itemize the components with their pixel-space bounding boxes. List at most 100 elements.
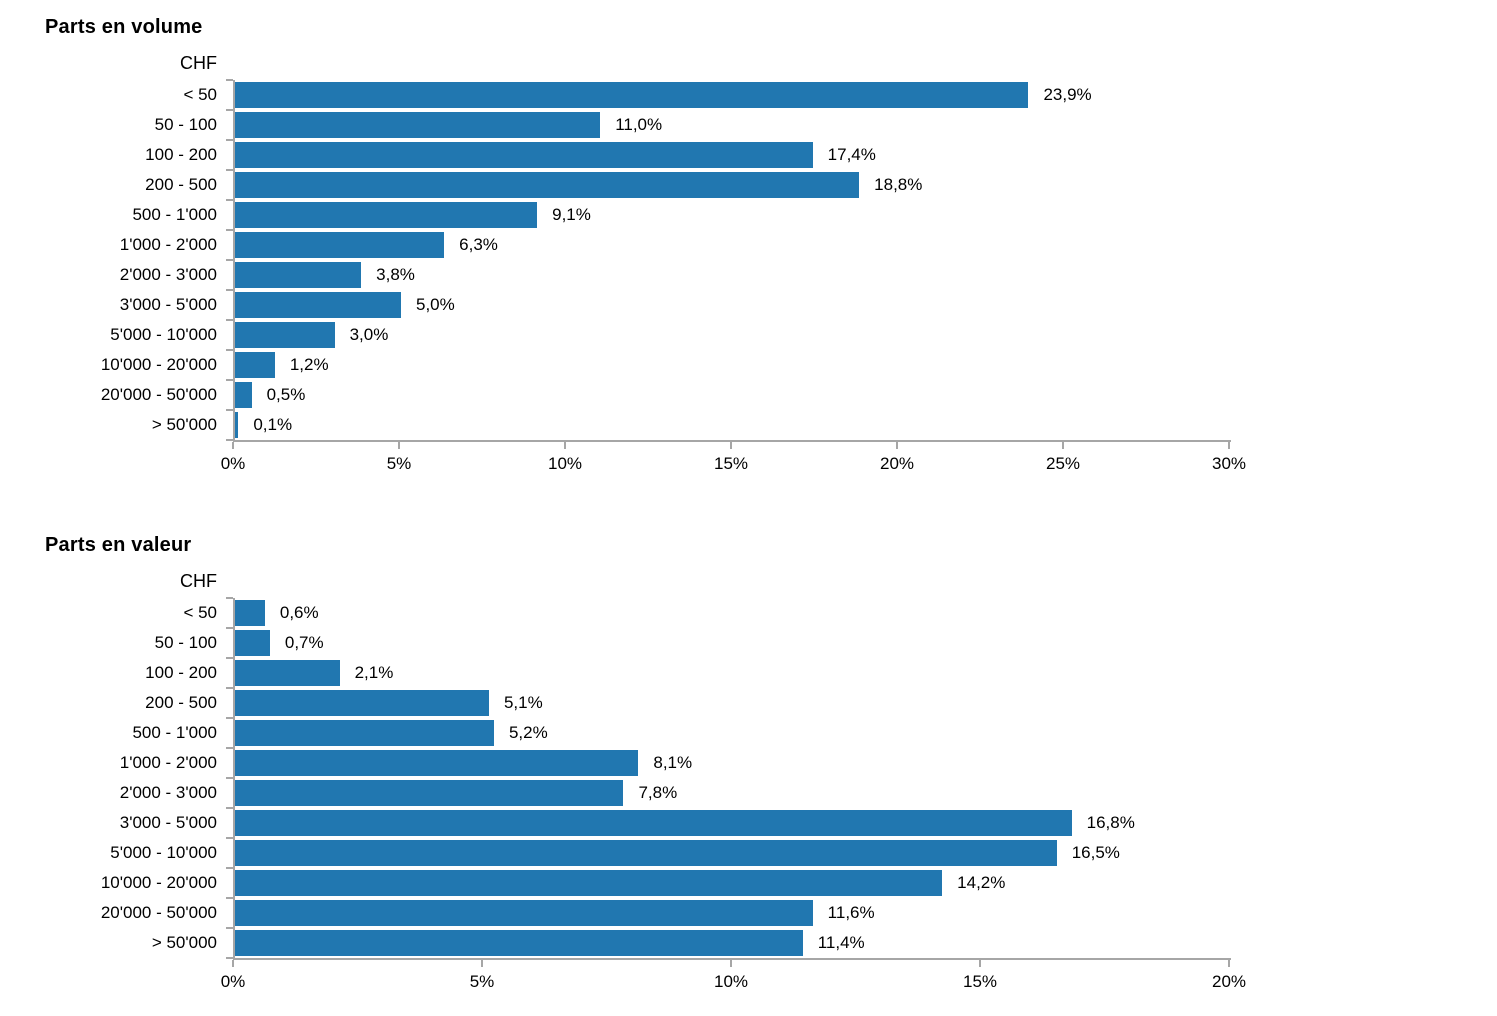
bar-row: 3,8% bbox=[235, 260, 1231, 290]
category-label: 500 - 1'000 bbox=[132, 723, 217, 742]
bar-value-label: 5,0% bbox=[416, 295, 455, 314]
bar-value-label: 11,6% bbox=[827, 903, 875, 922]
bar-row: 0,5% bbox=[235, 380, 1231, 410]
bar-row: 0,6% bbox=[235, 598, 1231, 628]
chart-parts-en-valeur: Parts en valeur CHF < 50 50 - 100 100 - 200 2… bbox=[45, 532, 1497, 1002]
bar bbox=[235, 720, 494, 746]
plot-area: 0,6% 0,7% 2,1% 5,1% 5,2% 8,1% 7,8% 16,8% 16,5% 14… bbox=[221, 570, 1246, 1002]
bar-row: 16,8% bbox=[235, 808, 1231, 838]
category-label: 200 - 500 bbox=[145, 693, 217, 712]
bar-value-label: 16,5% bbox=[1071, 843, 1120, 862]
category-label: 2'000 - 3'000 bbox=[119, 265, 217, 284]
bar bbox=[235, 232, 445, 258]
bar bbox=[235, 840, 1057, 866]
bar-row: 23,9% bbox=[235, 80, 1231, 110]
y-axis-tick bbox=[226, 837, 233, 839]
bar bbox=[235, 382, 252, 408]
bar bbox=[235, 142, 813, 168]
bar bbox=[235, 870, 943, 896]
x-axis-label: 15% bbox=[713, 454, 749, 473]
x-axis-tick bbox=[1062, 442, 1064, 449]
y-axis-tick bbox=[226, 229, 233, 231]
bar-value-label: 18,8% bbox=[874, 175, 923, 194]
bar bbox=[235, 630, 270, 656]
category-label: 5'000 - 10'000 bbox=[110, 325, 217, 344]
x-axis-tick bbox=[563, 442, 566, 449]
x-axis-label: 10% bbox=[713, 972, 749, 991]
bar-row: 5,0% bbox=[235, 290, 1231, 320]
chart-parts-en-volume: Parts en volume CHF < 50 50 - 100 100 - 200 2… bbox=[45, 14, 1497, 484]
category-label: > 50'000 bbox=[151, 415, 217, 434]
bar bbox=[235, 690, 489, 716]
bar-value-label: 9,1% bbox=[552, 205, 591, 224]
bar bbox=[235, 262, 362, 288]
x-axis-tick bbox=[232, 442, 234, 449]
bar bbox=[235, 750, 639, 776]
y-axis-tick bbox=[226, 957, 233, 959]
y-axis-tick bbox=[226, 807, 233, 809]
bar-value-label: 14,2% bbox=[957, 873, 1006, 892]
category-label: 3'000 - 5'000 bbox=[119, 813, 217, 832]
y-axis-tick bbox=[226, 199, 233, 201]
bar-value-label: 1,2% bbox=[289, 355, 329, 374]
chart-title: Parts en volume bbox=[45, 16, 203, 38]
chart-body: CHF < 50 50 - 100 100 - 200 200 - 500 500 - 1… bbox=[45, 52, 1497, 484]
category-label: 200 - 500 bbox=[145, 175, 217, 194]
bar-value-label: 3,8% bbox=[376, 265, 415, 284]
bar-value-label: 2,1% bbox=[354, 663, 394, 682]
bar-row: 1,2% bbox=[235, 350, 1231, 380]
bar bbox=[235, 322, 335, 348]
category-axis: CHF < 50 50 - 100 100 - 200 200 - 500 500 - 1… bbox=[45, 52, 233, 484]
bar-value-label: 0,6% bbox=[279, 603, 319, 622]
bar-row: 2,1% bbox=[235, 658, 1231, 688]
x-axis-label: 10% bbox=[547, 454, 583, 473]
plot-grid: 23,9% 11,0% 17,4% 18,8% 9,1% 6,3% 3,8% 5,0% 3,0%… bbox=[226, 79, 1231, 442]
bar-row: 9,1% bbox=[235, 200, 1231, 230]
x-axis-tick bbox=[1228, 960, 1230, 967]
x-axis-tick bbox=[1228, 442, 1230, 449]
x-axis-tick bbox=[481, 960, 483, 967]
y-axis-tick bbox=[226, 349, 233, 351]
chart-title: Parts en valeur bbox=[45, 534, 192, 556]
y-axis-tick bbox=[226, 657, 233, 659]
bar bbox=[235, 810, 1072, 836]
bar-value-label: 5,2% bbox=[508, 723, 548, 742]
category-label: 10'000 - 20'000 bbox=[100, 873, 217, 892]
chart-body: CHF < 50 50 - 100 100 - 200 200 - 500 500 - 1… bbox=[45, 570, 1497, 1002]
x-axis-tick bbox=[730, 960, 732, 967]
y-axis-tick bbox=[226, 319, 233, 321]
plot-grid: 0,6% 0,7% 2,1% 5,1% 5,2% 8,1% 7,8% 16,8% 16,5% 14… bbox=[226, 597, 1231, 960]
bar-row: 3,0% bbox=[235, 320, 1231, 350]
x-axis-tick bbox=[232, 960, 234, 967]
bar bbox=[235, 930, 803, 956]
y-axis-tick bbox=[226, 169, 233, 171]
x-axis-label: 0% bbox=[220, 972, 246, 991]
x-axis-tick bbox=[397, 442, 400, 449]
bar-row: 16,5% bbox=[235, 838, 1231, 868]
y-axis-tick bbox=[226, 867, 233, 869]
bar-row: 18,8% bbox=[235, 170, 1231, 200]
category-label: 50 - 100 bbox=[154, 115, 217, 134]
x-axis-label: 5% bbox=[469, 972, 495, 991]
x-axis-label: 0% bbox=[220, 454, 246, 473]
unit-label: CHF bbox=[180, 53, 217, 73]
bar-row: 11,0% bbox=[235, 110, 1231, 140]
bar-row: 5,2% bbox=[235, 718, 1231, 748]
bar-row: 11,6% bbox=[235, 898, 1231, 928]
y-axis-tick bbox=[226, 717, 233, 719]
bar-row: 17,4% bbox=[235, 140, 1231, 170]
bar-row: 8,1% bbox=[235, 748, 1231, 778]
category-label: 10'000 - 20'000 bbox=[100, 355, 217, 374]
y-axis-tick bbox=[226, 79, 233, 81]
y-axis-tick bbox=[226, 687, 233, 689]
bar bbox=[235, 202, 538, 228]
bar-value-label: 6,3% bbox=[459, 235, 498, 254]
y-axis-tick bbox=[226, 777, 233, 779]
bar bbox=[235, 900, 813, 926]
bar-row: 11,4% bbox=[235, 928, 1231, 958]
bar bbox=[235, 82, 1029, 108]
bar-value-label: 17,4% bbox=[827, 145, 876, 164]
x-axis-tick bbox=[979, 960, 981, 967]
unit-label: CHF bbox=[180, 571, 217, 591]
